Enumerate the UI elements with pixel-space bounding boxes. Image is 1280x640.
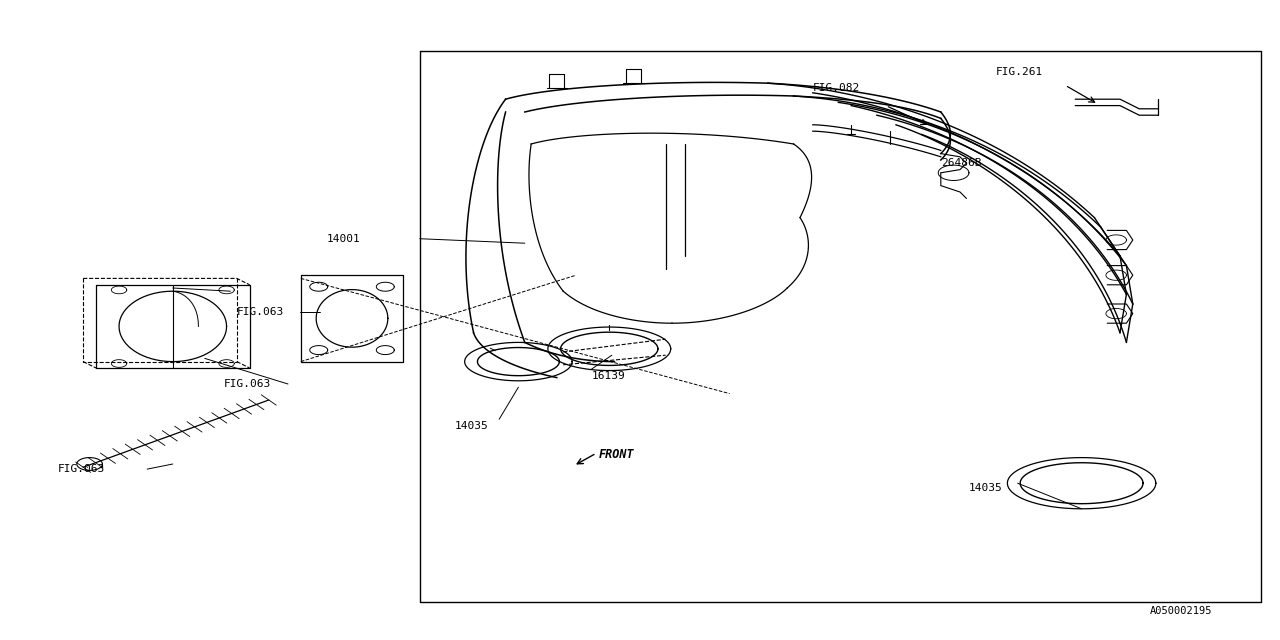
- Text: 16139: 16139: [591, 371, 625, 381]
- Text: 14035: 14035: [969, 483, 1002, 493]
- Text: FIG.261: FIG.261: [996, 67, 1043, 77]
- Text: A050002195: A050002195: [1149, 606, 1212, 616]
- Text: FIG.082: FIG.082: [813, 83, 860, 93]
- Text: 26486B: 26486B: [941, 158, 982, 168]
- Text: 14035: 14035: [454, 420, 488, 431]
- Text: FIG.063: FIG.063: [58, 464, 105, 474]
- Text: FIG.063: FIG.063: [224, 379, 271, 389]
- Text: 14001: 14001: [326, 234, 360, 244]
- Text: FIG.063: FIG.063: [237, 307, 284, 317]
- Text: FRONT: FRONT: [599, 448, 635, 461]
